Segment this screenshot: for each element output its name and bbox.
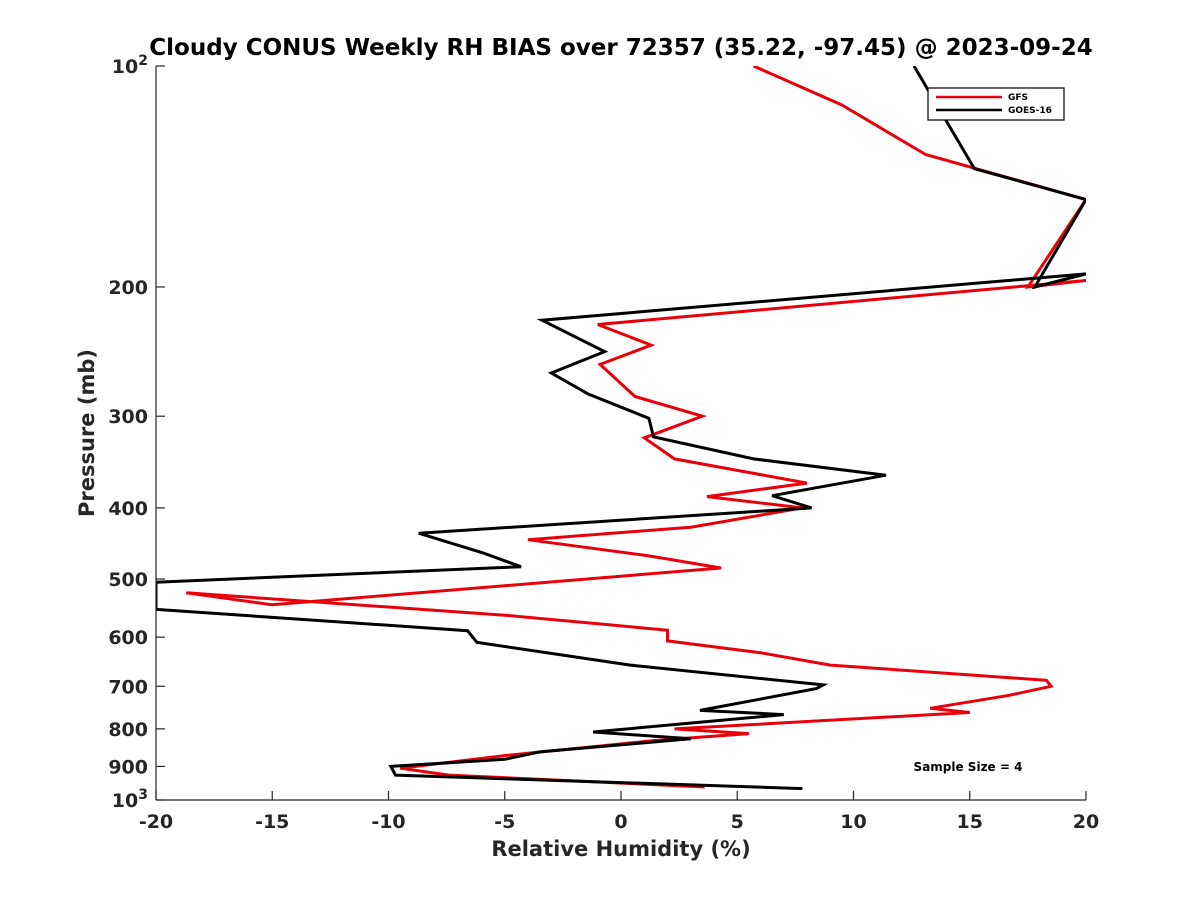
axes-layer: -20 -15 -10 -5 0 5 10 15 20 102 200 300 400 500 600 700… [108,53,1099,833]
y-tick-label: 200 [108,277,148,299]
series-layer [156,66,1086,791]
x-tick-label: -5 [494,811,515,833]
x-tick-label: 0 [614,811,627,833]
x-tick-label: 10 [840,811,866,833]
x-axis-label: Relative Humidity (%) [491,837,750,861]
x-tick-label: 15 [957,811,983,833]
y-axis-label: Pressure (mb) [75,349,99,517]
y-tick-label: 800 [108,719,148,741]
y-tick-label: 102 [112,53,148,78]
y-tick-label: 500 [108,569,148,591]
y-tick-label: 900 [108,756,148,778]
x-tick-label: -10 [371,811,405,833]
x-tick-label: -15 [255,811,289,833]
series-line-gfs [185,66,1086,789]
x-tick-label: -20 [139,811,173,833]
y-tick-label: 103 [112,787,148,812]
series-line-goes-16 [156,66,1086,791]
legend: GFS GOES-16 [927,87,1065,121]
legend-box [927,87,1065,121]
y-tick-label: 300 [108,406,148,428]
legend-label: GFS [1008,93,1028,103]
plot-area [156,66,1086,800]
y-tick-label: 700 [108,676,148,698]
x-tick-label: 5 [731,811,744,833]
y-tick-label: 400 [108,498,148,520]
x-tick-label: 20 [1073,811,1099,833]
chart-title: Cloudy CONUS Weekly RH BIAS over 72357 (… [149,35,1092,61]
legend-label: GOES-16 [1008,106,1052,116]
y-tick-label: 600 [108,627,148,649]
sample-size-note: Sample Size = 4 [914,760,1023,774]
